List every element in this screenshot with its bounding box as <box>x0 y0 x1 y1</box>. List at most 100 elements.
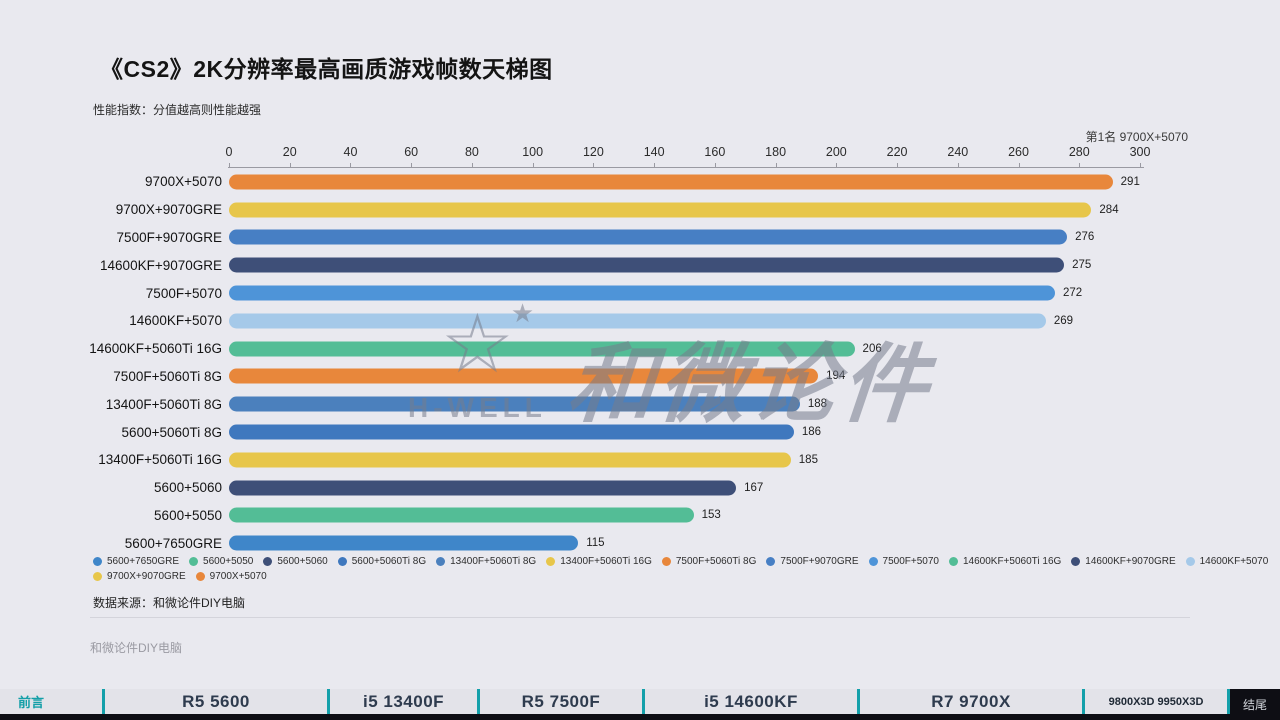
bar-track: 186 <box>229 418 1140 446</box>
x-tick-label: 160 <box>704 145 726 159</box>
legend-item: 13400F+5060Ti 16G <box>546 556 652 567</box>
bar <box>229 452 791 468</box>
legend-item: 13400F+5060Ti 8G <box>436 556 536 567</box>
bar <box>229 424 794 440</box>
bar-row: 7500F+9070GRE 276 <box>0 224 1280 252</box>
chapter-label: R5 7500F <box>521 691 601 711</box>
bar-track: 276 <box>229 224 1140 252</box>
bar-row: 7500F+5060Ti 8G 194 <box>0 363 1280 391</box>
bar-row: 7500F+5070 272 <box>0 279 1280 307</box>
bar-row: 5600+7650GRE 115 <box>0 529 1280 557</box>
legend-item: 5600+5060Ti 8G <box>337 556 426 567</box>
bar-track: 188 <box>229 390 1140 418</box>
legend-label: 13400F+5060Ti 8G <box>450 556 537 567</box>
legend-item: 5600+7650GRE <box>93 556 179 567</box>
x-tick-mark <box>229 163 230 168</box>
x-tick-mark <box>714 163 716 168</box>
legend-item: 5600+5050 <box>189 556 253 567</box>
x-tick-label: 280 <box>1068 145 1090 159</box>
legend-dot <box>195 572 205 581</box>
chapter-label: 前言 <box>18 695 45 710</box>
bar <box>229 285 1055 301</box>
bar-row: 9700X+9070GRE 284 <box>0 196 1280 224</box>
category-label: 14600KF+5060Ti 16G <box>89 341 222 357</box>
category-label: 5600+7650GRE <box>124 535 222 551</box>
bar <box>229 396 800 412</box>
value-label: 269 <box>1053 314 1074 327</box>
x-tick-mark <box>957 163 959 168</box>
bar-track: 206 <box>229 335 1140 363</box>
bar-track: 194 <box>229 363 1140 391</box>
legend-label: 5600+5050 <box>203 556 254 567</box>
chapter-i5-13400F: i5 13400F <box>330 689 480 714</box>
legend-label: 9700X+9070GRE <box>107 571 186 582</box>
bar-row: 13400F+5060Ti 8G 188 <box>0 390 1280 418</box>
chapter-nav-bar: 前言 R5 5600 i5 13400F R5 7500F i5 14600KF R7 9… <box>0 689 1280 720</box>
x-tick-mark <box>532 163 534 168</box>
x-tick-mark <box>593 163 595 168</box>
bar-row: 5600+5060 167 <box>0 474 1280 502</box>
x-tick-label: 200 <box>825 145 847 159</box>
legend-dot <box>948 557 958 566</box>
bar-row: 14600KF+9070GRE 275 <box>0 251 1280 279</box>
legend-dot <box>1185 557 1195 566</box>
divider <box>90 617 1190 618</box>
legend-label: 5600+5060 <box>277 556 328 567</box>
x-tick-label: 300 <box>1129 145 1151 159</box>
x-tick-label: 220 <box>886 145 908 159</box>
chapter-R5-5600: R5 5600 <box>105 689 330 714</box>
chapter-R7-9700X: R7 9700X <box>860 689 1085 714</box>
legend-item: 7500F+5060Ti 8G <box>661 556 756 567</box>
legend-label: 5600+7650GRE <box>107 556 180 567</box>
bar-track: 275 <box>229 251 1140 279</box>
value-label: 186 <box>801 426 821 439</box>
category-label: 13400F+5060Ti 16G <box>98 452 222 468</box>
legend-dot <box>263 557 273 566</box>
legend-dot <box>766 557 776 566</box>
legend-row: 5600+7650GRE 5600+5050 5600+5060 5600+5060T… <box>93 556 1268 567</box>
x-tick-label: 120 <box>582 145 604 159</box>
category-label: 7500F+5070 <box>145 285 222 301</box>
bar-row: 5600+5050 153 <box>0 502 1280 530</box>
chapter-前言: 前言 <box>0 689 105 714</box>
legend-item: 9700X+9070GRE <box>93 571 186 582</box>
value-label: 284 <box>1099 203 1119 216</box>
bar-track: 269 <box>229 307 1140 335</box>
category-label: 5600+5060 <box>154 480 222 496</box>
bar <box>229 507 694 523</box>
legend-label: 14600KF+5060Ti 16G <box>962 556 1062 567</box>
x-axis: 0 20 40 60 80 100 120 140 160 180 200 220 240 260 280 3… <box>226 145 1150 168</box>
category-label: 13400F+5060Ti 8G <box>105 396 222 412</box>
legend-dot <box>93 557 102 566</box>
chapter-label: 9800X3D 9950X3D <box>1108 695 1204 708</box>
x-tick-mark <box>654 163 656 168</box>
x-tick-label: 240 <box>947 145 969 159</box>
legend-item: 14600KF+5060Ti 16G <box>948 556 1062 567</box>
brand-footer-text: 和微论件DIY电脑 <box>90 641 183 655</box>
bar-row: 14600KF+5060Ti 16G 206 <box>0 335 1280 363</box>
bar-chart: 9700X+5070 291 9700X+9070GRE 284 7500F+9070G… <box>0 168 1280 557</box>
bar-row: 13400F+5060Ti 16G 185 <box>0 446 1280 474</box>
value-label: 153 <box>701 509 721 522</box>
bar-track: 153 <box>229 502 1140 530</box>
category-label: 9700X+9070GRE <box>115 202 222 218</box>
chapter-label: 结尾 <box>1242 698 1267 712</box>
legend-dot <box>189 557 199 566</box>
bar <box>229 313 1046 329</box>
bar <box>229 202 1092 218</box>
x-tick-mark <box>897 163 899 168</box>
bar-track: 185 <box>229 446 1140 474</box>
legend-dot <box>546 557 556 566</box>
bar-track: 284 <box>229 196 1140 224</box>
legend-dot <box>93 572 102 581</box>
legend-dot <box>868 557 878 566</box>
category-label: 5600+5050 <box>154 507 222 523</box>
value-label: 167 <box>744 481 764 494</box>
value-label: 272 <box>1062 287 1083 300</box>
bar-track: 291 <box>229 168 1140 196</box>
value-label: 115 <box>586 537 605 550</box>
chapter-label: i5 13400F <box>362 691 445 711</box>
legend-dot <box>661 557 671 566</box>
bar-row: 14600KF+5070 269 <box>0 307 1280 335</box>
category-label: 5600+5060Ti 8G <box>121 424 222 440</box>
